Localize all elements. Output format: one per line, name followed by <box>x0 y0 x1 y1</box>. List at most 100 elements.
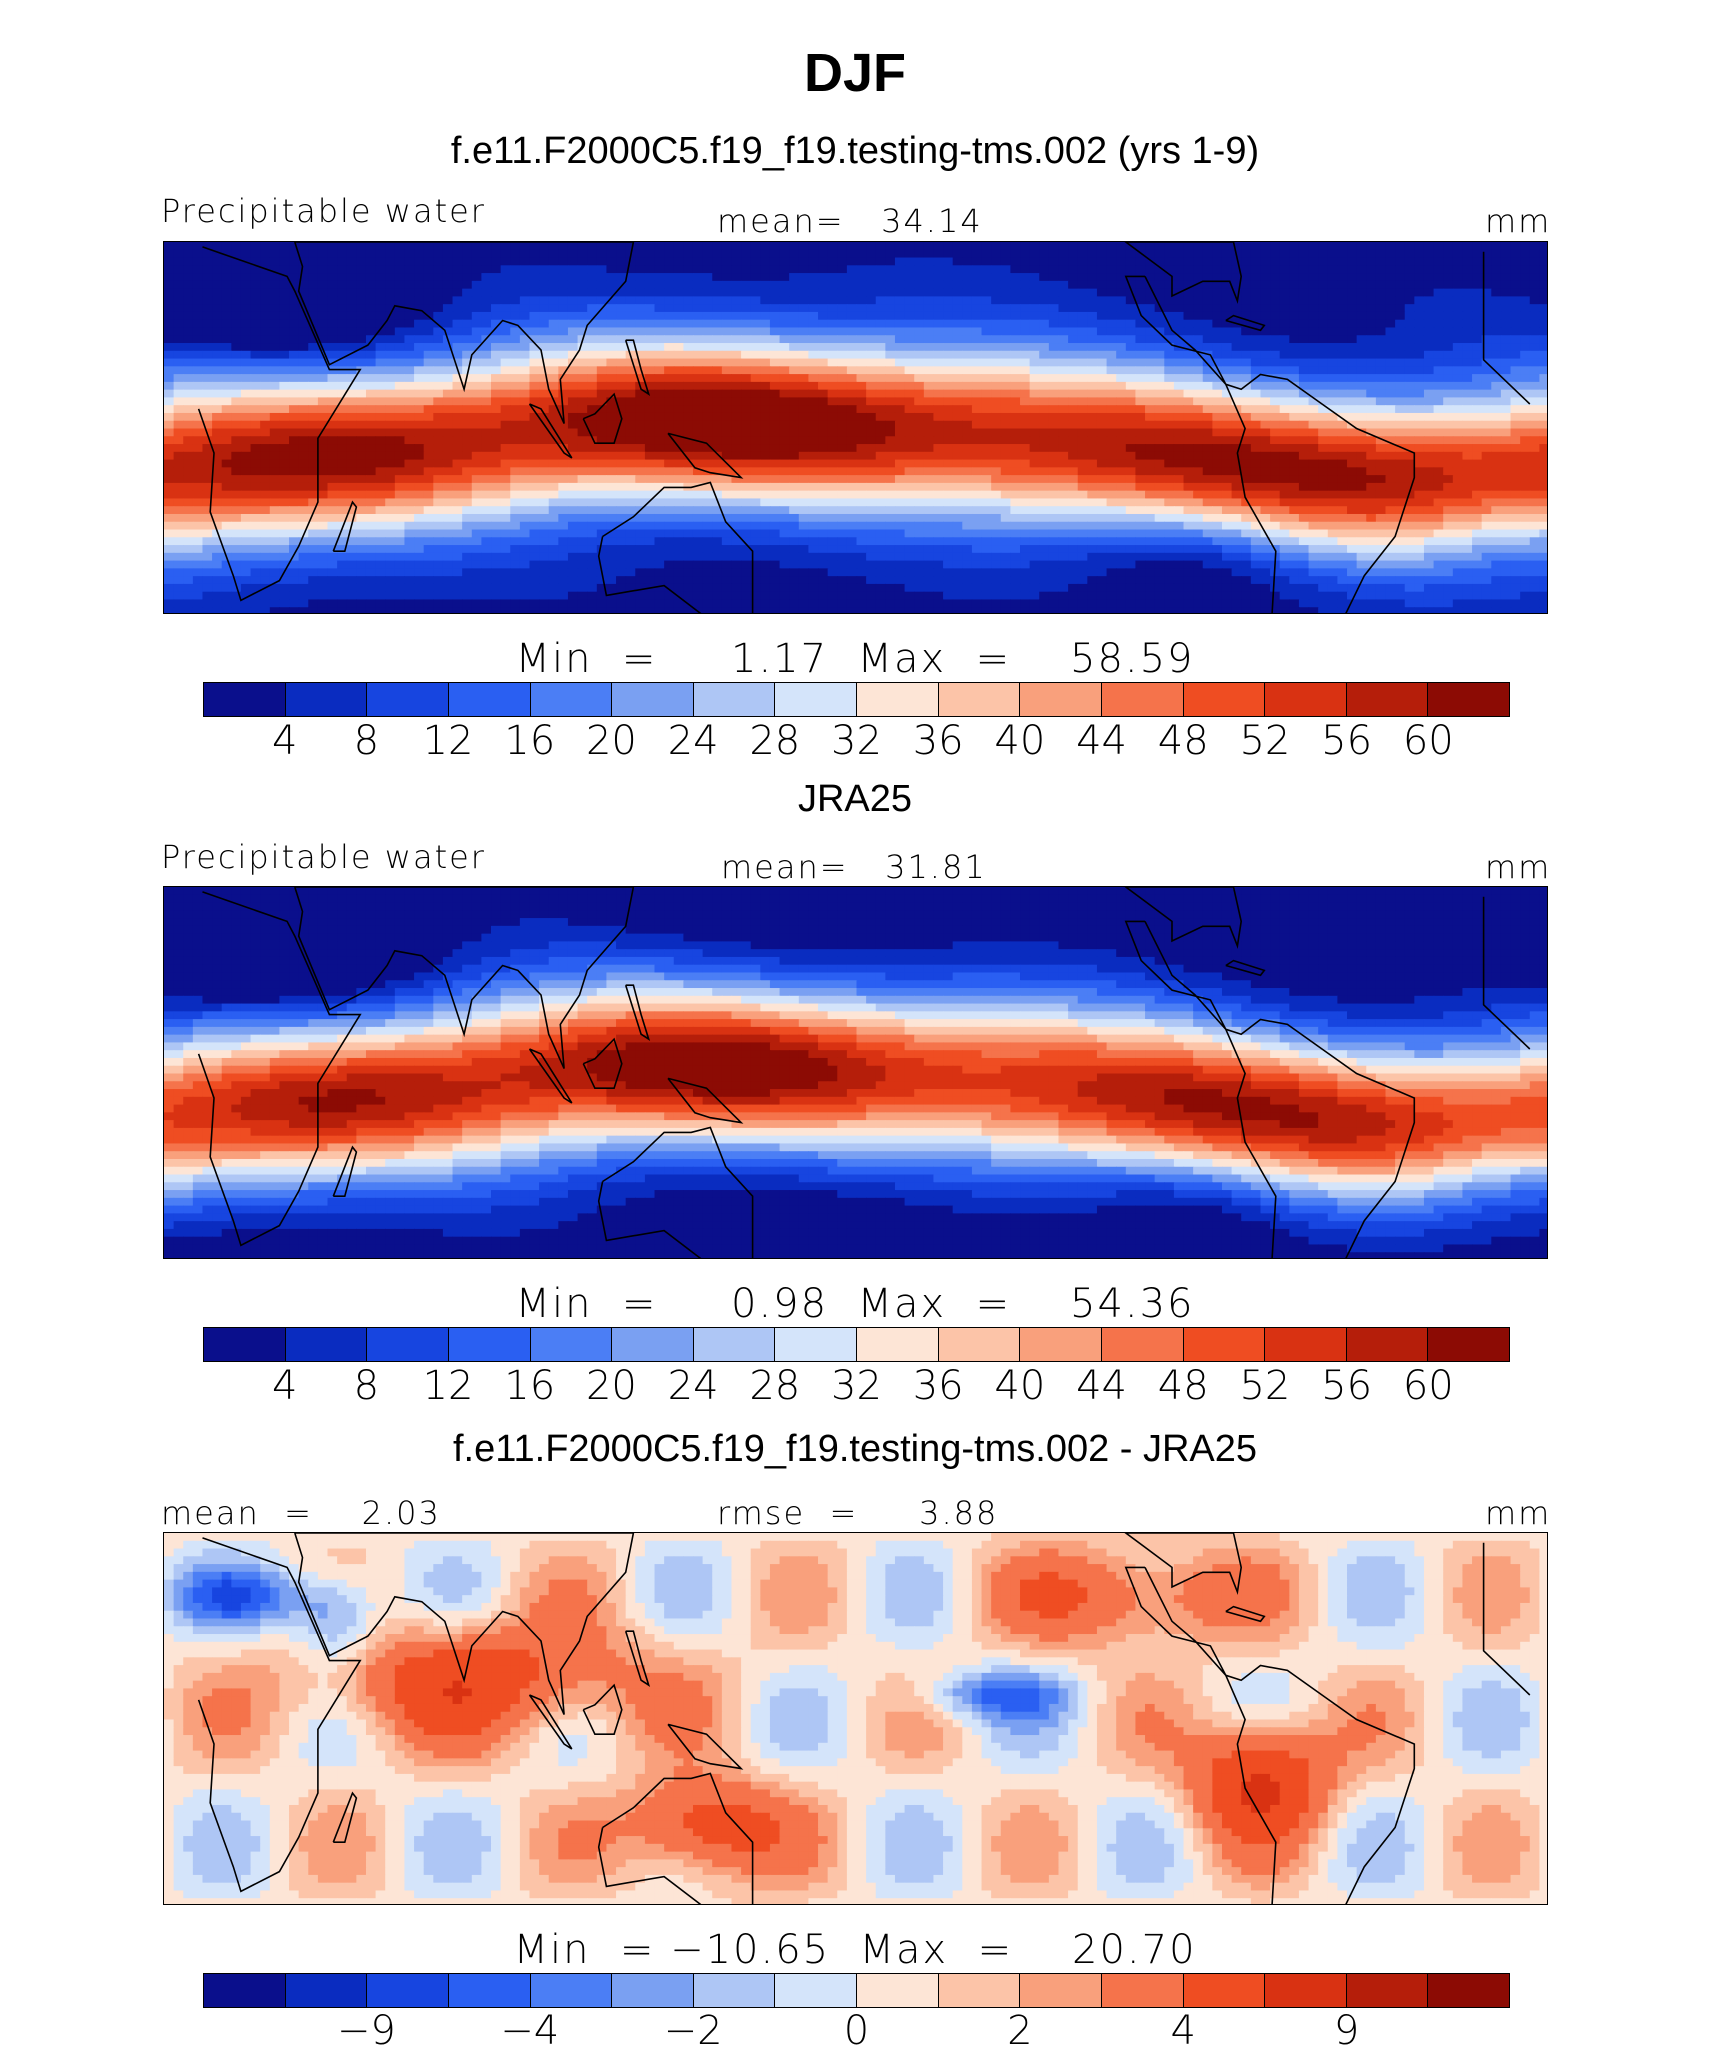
field-cell <box>866 288 877 297</box>
field-cell <box>481 249 492 259</box>
field-cell <box>202 249 213 259</box>
field-cell <box>577 358 588 367</box>
field-cell <box>981 242 992 251</box>
field-cell <box>337 506 348 515</box>
field-cell <box>404 436 415 445</box>
field-cell <box>1472 296 1483 305</box>
field-cell <box>683 381 694 391</box>
field-cell <box>1308 459 1319 468</box>
field-cell <box>462 335 473 344</box>
field-cell <box>1154 475 1165 484</box>
field-cell <box>741 257 752 266</box>
field-cell <box>442 381 454 391</box>
field-cell <box>1048 451 1060 461</box>
field-cell <box>269 327 281 336</box>
field-cell <box>539 327 550 336</box>
field-cell <box>164 397 175 406</box>
field-cell <box>750 389 761 399</box>
field-cell <box>692 451 704 461</box>
field-cell <box>827 343 838 352</box>
field-cell <box>471 381 482 391</box>
field-cell <box>692 498 704 507</box>
field-cell <box>510 327 521 336</box>
field-cell <box>846 327 858 336</box>
field-cell <box>1404 490 1415 500</box>
field-cell <box>875 397 886 406</box>
field-cell <box>1077 311 1088 321</box>
field-cell <box>1510 381 1521 391</box>
field-cell <box>471 304 482 313</box>
field-cell <box>414 257 425 266</box>
field-cell <box>837 242 848 251</box>
field-cell <box>1433 420 1444 430</box>
field-cell <box>1058 265 1069 274</box>
field-cell <box>567 335 579 344</box>
field-cell <box>894 350 906 360</box>
field-cell <box>1116 389 1127 399</box>
field-cell <box>741 358 752 367</box>
field-cell <box>1106 467 1117 476</box>
field-cell <box>654 319 665 329</box>
field-cell <box>1183 428 1194 437</box>
field-cell <box>212 490 223 500</box>
field-cell <box>894 412 906 422</box>
field-cell <box>1481 420 1492 430</box>
field-cell <box>500 428 511 437</box>
field-cell <box>1414 498 1425 507</box>
field-cell <box>1058 420 1069 430</box>
field-cell <box>404 444 415 453</box>
field-cell <box>1279 436 1290 445</box>
field-cell <box>1039 459 1050 468</box>
field-cell <box>1077 374 1088 383</box>
field-cell <box>943 475 954 484</box>
field-cell <box>1154 451 1165 461</box>
field-cell <box>962 374 973 383</box>
field-cell <box>1077 467 1088 476</box>
field-cell <box>164 444 175 453</box>
field-cell <box>1327 444 1338 453</box>
field-cell <box>1318 405 1329 414</box>
field-cell <box>183 397 194 406</box>
field-cell <box>664 428 675 437</box>
field-cell <box>221 288 232 297</box>
field-cell <box>1029 319 1040 329</box>
field-cell <box>952 319 963 329</box>
field-cell <box>1020 420 1031 430</box>
field-cell <box>885 451 896 461</box>
field-cell <box>192 397 204 406</box>
field-cell <box>1347 467 1358 476</box>
field-cell <box>1385 397 1396 406</box>
field-cell <box>1087 405 1098 414</box>
field-cell <box>1241 280 1252 290</box>
field-cell <box>1077 444 1088 453</box>
field-cell <box>1173 366 1185 375</box>
field-cell <box>741 366 752 375</box>
field-cell <box>212 265 223 274</box>
field-cell <box>221 319 232 329</box>
field-cell <box>577 436 588 445</box>
field-cell <box>962 350 973 360</box>
field-cell <box>702 273 713 282</box>
field-cell <box>741 296 752 305</box>
field-cell <box>1491 412 1502 422</box>
field-cell <box>1135 381 1146 391</box>
field-cell <box>760 335 771 344</box>
field-cell <box>1202 420 1213 430</box>
field-cell <box>510 405 521 414</box>
field-cell <box>1481 428 1492 437</box>
field-cell <box>192 451 204 461</box>
field-cell <box>481 467 492 476</box>
field-cell <box>1366 397 1377 406</box>
field-cell <box>529 444 540 453</box>
field-cell <box>1414 319 1425 329</box>
field-cell <box>1395 327 1406 336</box>
field-cell <box>769 249 781 259</box>
field-cell <box>1347 444 1358 453</box>
field-cell <box>1212 319 1223 329</box>
field-cell <box>721 498 733 507</box>
field-cell <box>183 366 194 375</box>
field-cell <box>1289 397 1300 406</box>
field-cell <box>1116 273 1127 282</box>
field-cell <box>433 428 444 437</box>
field-cell <box>1539 475 1547 484</box>
